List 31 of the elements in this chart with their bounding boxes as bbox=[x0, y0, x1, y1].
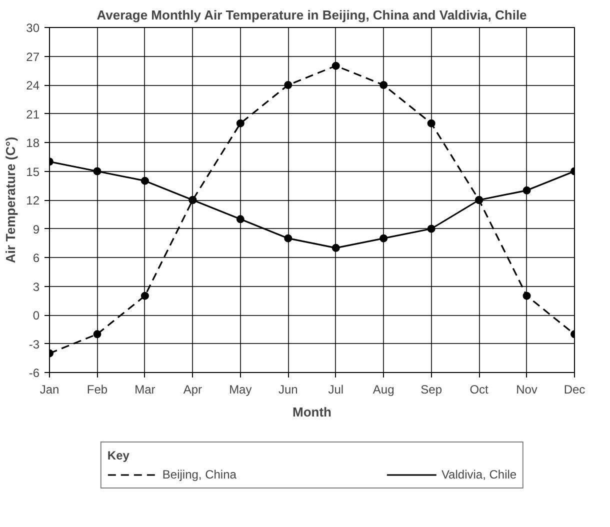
y-tick-label: 15 bbox=[26, 164, 40, 179]
legend-label: Beijing, China bbox=[162, 467, 236, 481]
y-tick-label: -3 bbox=[28, 337, 40, 352]
y-tick-label: 6 bbox=[32, 251, 40, 265]
y-tick-label: 9 bbox=[32, 222, 40, 236]
x-tick-label: Oct bbox=[470, 382, 490, 396]
y-axis-title: Air Temperature (C°) bbox=[3, 136, 18, 264]
y-tick-label: 24 bbox=[26, 78, 40, 92]
x-tick-label: Mar bbox=[134, 382, 156, 396]
y-tick-label: 30 bbox=[26, 21, 40, 35]
legend-title: Key bbox=[107, 448, 130, 462]
x-tick-label: Jun bbox=[278, 382, 298, 396]
x-axis-title: Month bbox=[292, 404, 332, 420]
x-tick-label: Nov bbox=[516, 382, 538, 396]
y-tick-label: 12 bbox=[26, 194, 40, 208]
x-tick-label: Apr bbox=[183, 382, 202, 396]
x-tick-label: Jan bbox=[40, 382, 60, 396]
y-tick-label: 3 bbox=[32, 280, 40, 294]
x-tick-label: May bbox=[229, 382, 252, 396]
x-tick-label: Dec bbox=[564, 382, 586, 396]
chart-title: Average Monthly Air Temperature in Beijing, China and Valdivia, Chile bbox=[96, 8, 527, 22]
y-tick-label: 18 bbox=[26, 136, 40, 150]
y-tick-label: 0 bbox=[32, 308, 40, 322]
x-tick-label: Aug bbox=[372, 382, 394, 396]
y-tick-label: 21 bbox=[26, 107, 40, 122]
y-tick-label: 27 bbox=[26, 50, 40, 64]
legend-label: Valdivia, Chile bbox=[441, 467, 517, 481]
x-tick-label: Sep bbox=[420, 382, 442, 396]
x-tick-label: Feb bbox=[86, 382, 108, 396]
x-tick-label: Jul bbox=[328, 382, 344, 396]
y-tick-label: -6 bbox=[28, 366, 40, 380]
